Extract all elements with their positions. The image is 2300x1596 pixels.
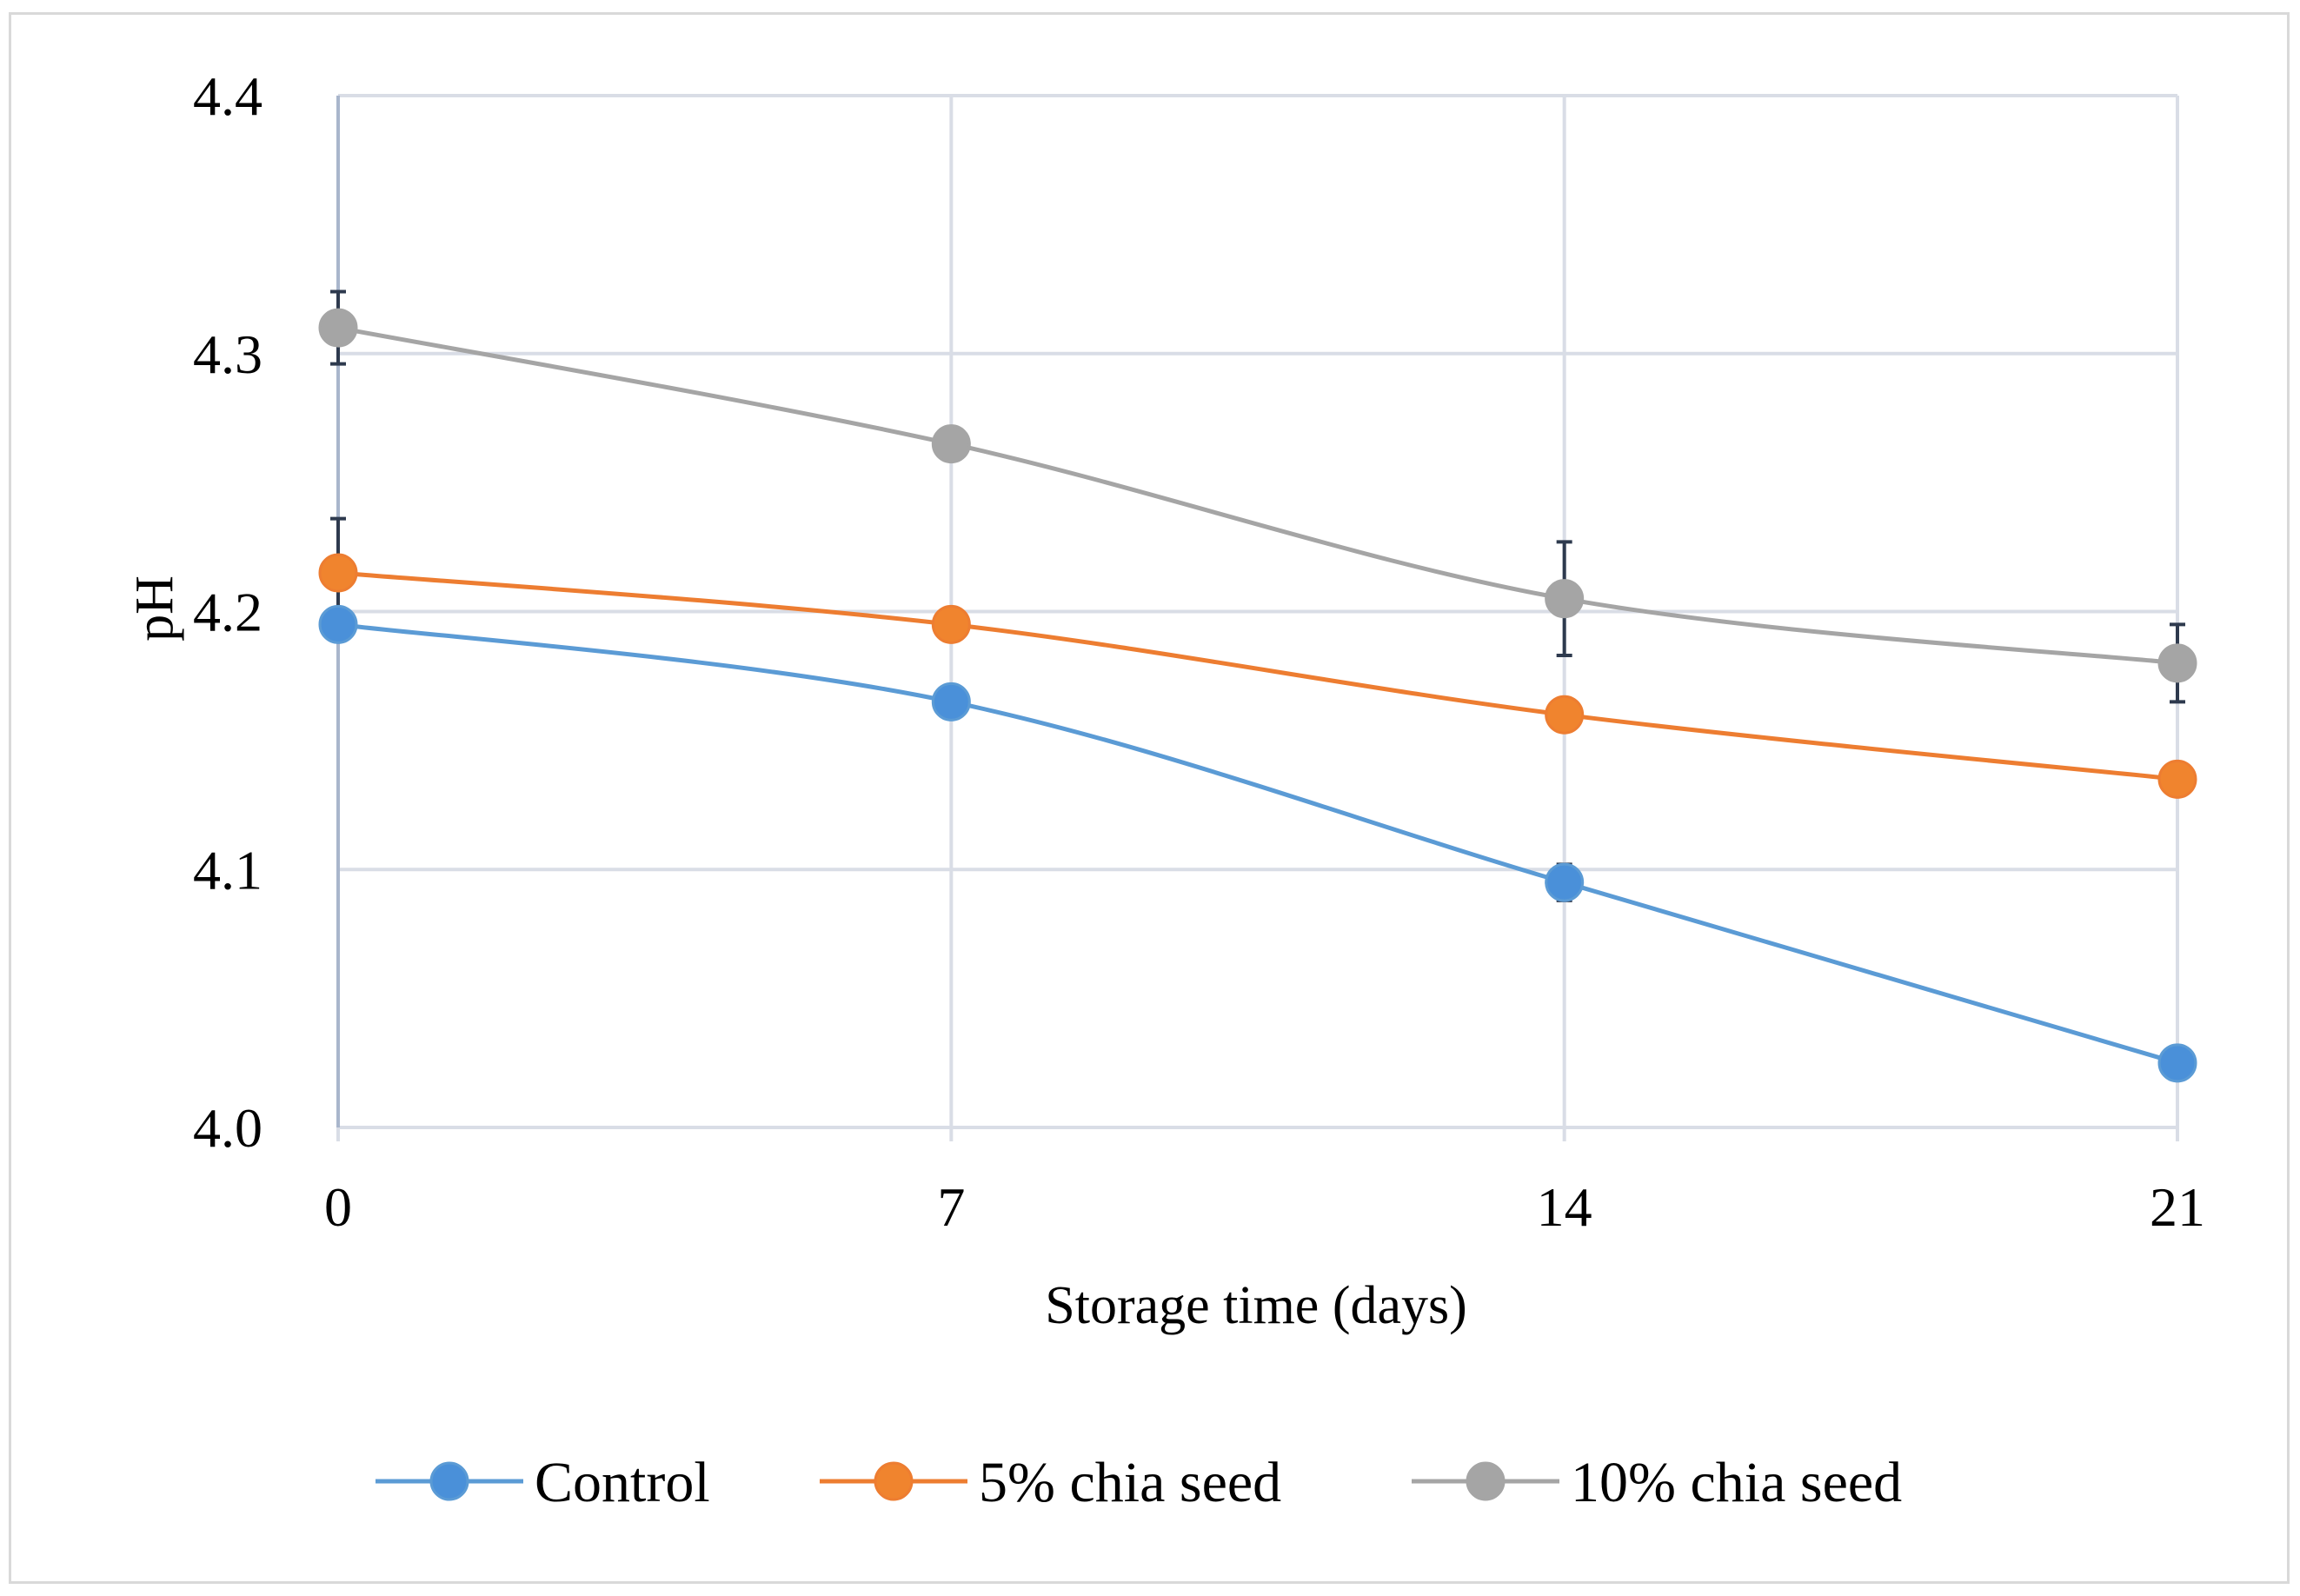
error-bars <box>330 289 2185 1078</box>
legend: Control 5% chia seed 10% chia seed <box>376 1451 1902 1514</box>
axes <box>336 96 2179 1141</box>
data-point-control <box>318 604 358 644</box>
x-tick-label: 0 <box>324 1176 352 1238</box>
legend-item-control: Control <box>376 1451 710 1514</box>
data-point-control <box>1545 862 1585 902</box>
chart-frame <box>9 12 2290 1584</box>
data-point-5pct-chia-seed <box>318 553 358 593</box>
gridlines <box>338 94 2179 1127</box>
legend-marker <box>429 1461 469 1501</box>
series-line-5pct-chia-seed <box>337 570 2178 781</box>
data-point-5pct-chia-seed <box>931 604 971 644</box>
y-tick-label: 4.0 <box>193 1097 263 1159</box>
series-lines <box>337 325 2178 1066</box>
y-tick-label: 4.4 <box>193 65 263 127</box>
data-point-5pct-chia-seed <box>2157 759 2197 799</box>
y-tick-label: 4.3 <box>193 323 263 385</box>
x-tick-label: 21 <box>2150 1176 2205 1238</box>
series-line-control <box>337 622 2178 1066</box>
x-axis-label: Storage time (days) <box>1045 1276 1467 1335</box>
data-point-control <box>931 682 971 722</box>
legend-marker <box>1466 1461 1506 1501</box>
y-tick-label: 4.1 <box>193 839 263 901</box>
data-point-10pct-chia-seed <box>318 308 358 348</box>
x-tick-label: 14 <box>1537 1176 1592 1238</box>
y-axis-label: pH <box>125 575 184 642</box>
data-point-5pct-chia-seed <box>1545 695 1585 735</box>
tick-labels: 4.0 4.1 4.2 4.3 4.4 0 7 14 21 <box>193 65 2205 1238</box>
data-point-10pct-chia-seed <box>1545 579 1585 619</box>
y-tick-label: 4.2 <box>193 582 263 643</box>
legend-item-5pct-chia-seed: 5% chia seed <box>820 1451 1281 1514</box>
x-tick-label: 7 <box>937 1176 965 1238</box>
legend-item-10pct-chia-seed: 10% chia seed <box>1412 1451 1902 1514</box>
legend-marker <box>874 1461 914 1501</box>
data-point-control <box>2157 1043 2197 1083</box>
markers <box>318 308 2197 1083</box>
legend-label: Control <box>535 1451 710 1514</box>
legend-label: 10% chia seed <box>1571 1451 1902 1514</box>
data-point-10pct-chia-seed <box>931 424 971 464</box>
data-point-10pct-chia-seed <box>2157 643 2197 683</box>
legend-label: 5% chia seed <box>979 1451 1281 1514</box>
series-line-10pct-chia-seed <box>337 325 2178 666</box>
